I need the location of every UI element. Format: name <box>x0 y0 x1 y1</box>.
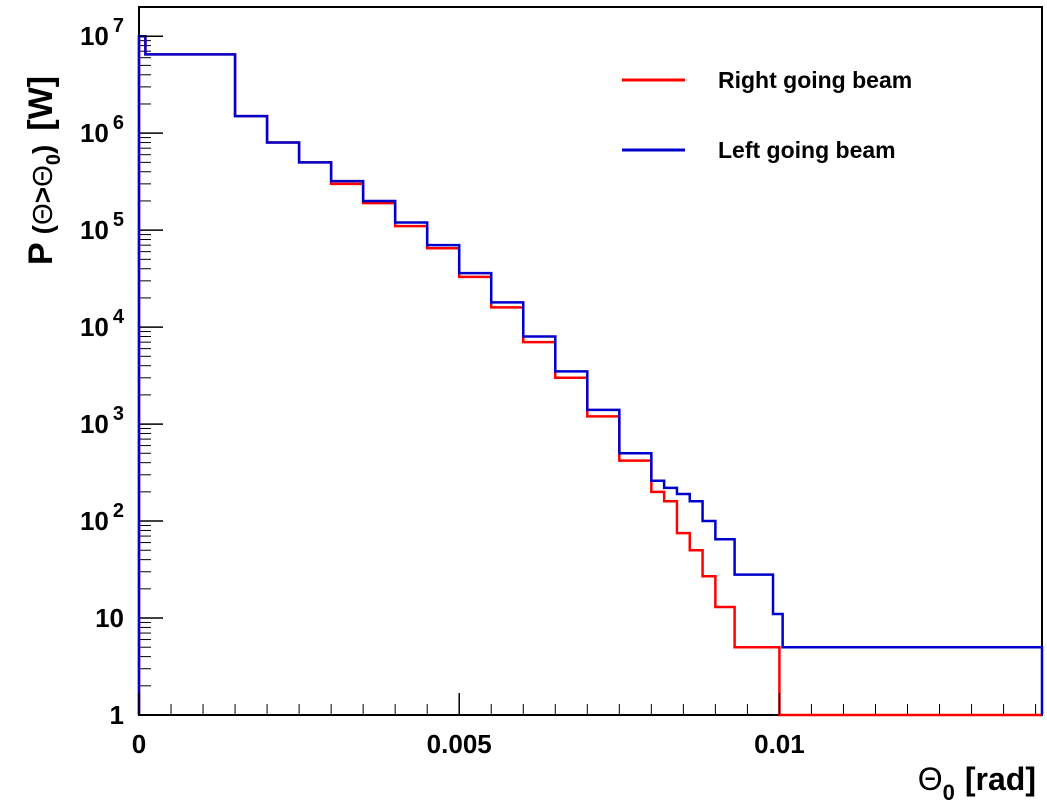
y-axis-title: P(Θ>Θ0)[W] <box>22 76 65 265</box>
y-tick-label: 10 7 <box>80 15 124 51</box>
y-tick-label: 10 6 <box>80 112 124 148</box>
y-tick-label: 10 2 <box>80 500 124 536</box>
y-tick-label: 1 <box>110 700 124 730</box>
y-axis-title-close: ) <box>27 145 58 154</box>
x-axis-title-symbol: Θ <box>918 761 943 797</box>
y-axis-title-theta0: Θ <box>27 165 58 187</box>
plot-frame <box>138 6 1043 716</box>
y-axis-title-gt: > <box>27 187 58 203</box>
x-tick-label: 0.005 <box>427 729 492 759</box>
y-tick-label: 10 5 <box>80 209 124 245</box>
minor-ticks <box>139 6 151 687</box>
series-line-left-going-beam <box>137 34 1044 715</box>
y-tick-label: 10 4 <box>80 306 125 342</box>
legend-label-right-going-beam: Right going beam <box>718 67 912 93</box>
x-axis-ticks: 0 0.005 0.01 <box>132 693 1037 759</box>
y-axis-title-unit: [W] <box>22 76 60 131</box>
y-tick-label: 10 3 <box>80 403 124 439</box>
x-axis-title: Θ0 [rad] <box>918 761 1036 805</box>
x-tick-label: 0.01 <box>754 729 805 759</box>
x-axis-title-unit: [rad] <box>965 761 1036 797</box>
y-axis-title-theta: Θ <box>27 203 58 225</box>
y-axis-title-sub: 0 <box>43 154 65 165</box>
y-axis-title-open: ( <box>27 224 58 234</box>
x-tick-label: 0 <box>132 729 146 759</box>
legend-label-left-going-beam: Left going beam <box>718 137 896 163</box>
series-line-right-going-beam <box>137 34 1042 717</box>
y-tick-label: 10 <box>95 603 124 633</box>
series-layer <box>137 34 1044 717</box>
x-axis-title-subscript: 0 <box>943 780 955 805</box>
y-axis-title-p: P <box>22 242 60 265</box>
legend: Right going beam Left going beam <box>622 67 912 163</box>
